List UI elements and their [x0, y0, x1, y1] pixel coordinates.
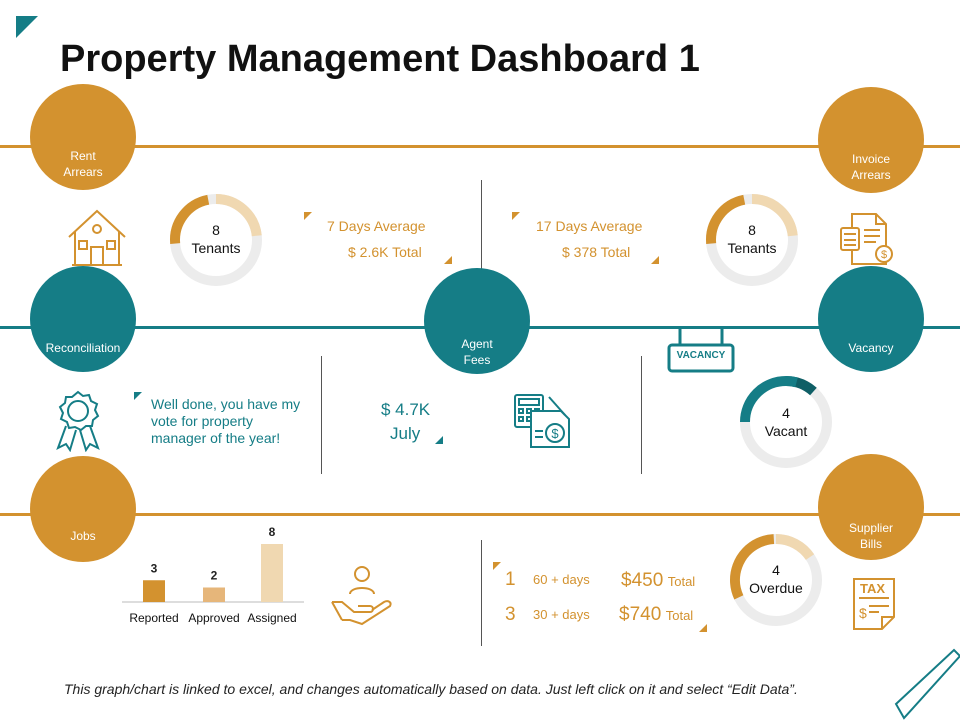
house-icon [68, 209, 126, 266]
overdue-donut [730, 534, 822, 626]
corner-marker [435, 436, 443, 444]
svg-text:$: $ [551, 426, 559, 441]
row1-divider [0, 145, 960, 148]
vacancy-label: Vacancy [848, 341, 894, 355]
svg-text:$: $ [859, 605, 867, 621]
vacancy-value-label: Vacant [764, 423, 808, 439]
rent-arrears-label: Rent Arrears [63, 149, 103, 179]
tenants-left-value: 8 [212, 222, 220, 238]
supplier-bills-label: Supplier Bills [848, 521, 894, 551]
agent-fees-badge: Agent Fees [424, 268, 530, 374]
tenants-donut-right [706, 194, 798, 286]
corner-diamond-decoration [894, 648, 960, 720]
hand-person-icon [331, 566, 392, 626]
bar-approved [203, 587, 225, 602]
bar-category-label: Assigned [247, 611, 296, 625]
bar-value-label: 2 [211, 569, 218, 583]
vacancy-sign-text: VACANCY [676, 350, 726, 361]
overdue-label: Overdue [749, 580, 803, 596]
supplier-bills-badge: Supplier Bills [818, 454, 924, 560]
bill-total-30: $740 Total [619, 604, 693, 626]
tenants-left-text: 8 Tenants [176, 221, 256, 257]
left-average-days: 7 Days Average [327, 218, 426, 234]
bar-value-label: 3 [151, 561, 158, 575]
fee-month: July [390, 424, 421, 443]
corner-marker [699, 624, 707, 632]
invoice-arrears-badge: Invoice Arrears [818, 87, 924, 193]
svg-text:$: $ [881, 249, 887, 261]
invoice-arrears-label: Invoice Arrears [851, 152, 891, 182]
left-total-amount: $ 2.6K Total [348, 244, 422, 260]
donut-main-segment [740, 376, 832, 468]
bill-total-label-30: Total [665, 608, 694, 623]
jobs-bar-chart: 3 Reported 2 Approved 8 Assigned [122, 525, 304, 625]
vacancy-badge: Vacancy [818, 266, 924, 372]
bar-category-label: Approved [188, 611, 239, 625]
vacancy-sign-icon [667, 327, 735, 373]
jobs-badge: Jobs [30, 456, 136, 562]
agent-fees-label: Agent Fees [461, 337, 493, 367]
bill-count-30: 3 [505, 604, 516, 625]
bill-amount-60: $450 [621, 570, 664, 591]
corner-marker [304, 212, 312, 220]
bar-category-label: Reported [129, 611, 178, 625]
bill-days-60: 60 + days [533, 572, 590, 587]
donut-accent-segment [706, 194, 798, 286]
reconciliation-quote: Well done, you have my vote for property… [151, 396, 301, 446]
donut-main-segment [170, 194, 262, 286]
donut-main-segment [706, 194, 798, 286]
donut-main-segment [730, 534, 822, 626]
bill-amount-30: $740 [619, 604, 662, 625]
row3-separator [481, 540, 482, 646]
calculator-document-icon: $ [514, 394, 570, 448]
vacancy-value: 4 [782, 405, 790, 421]
footer-note: This graph/chart is linked to excel, and… [64, 681, 798, 697]
right-total-amount: $ 378 Total [562, 244, 631, 260]
award-ribbon-icon [56, 390, 100, 452]
bill-count-60: 1 [505, 569, 516, 590]
tenants-right-label: Tenants [727, 240, 777, 256]
right-average-days: 17 Days Average [536, 218, 643, 234]
corner-marker [651, 256, 659, 264]
tenants-right-text: 8 Tenants [712, 221, 792, 257]
reconciliation-label: Reconciliation [45, 341, 121, 355]
overdue-text: 4 Overdue [736, 561, 816, 597]
bill-days-30: 30 + days [533, 607, 590, 622]
rent-arrears-badge: Rent Arrears [30, 84, 136, 190]
bill-total-label-60: Total [667, 574, 696, 589]
fee-amount: $ 4.7K [381, 400, 430, 420]
vacancy-donut [740, 376, 832, 468]
overdue-value: 4 [772, 562, 780, 578]
corner-marker [134, 392, 142, 400]
bar-reported [143, 580, 165, 602]
fee-amount-value: $ 4.7K [381, 400, 431, 419]
tax-icon-text: TAX [860, 581, 886, 596]
corner-marker [444, 256, 452, 264]
jobs-label: Jobs [70, 529, 96, 543]
bar-value-label: 8 [269, 525, 276, 539]
tenants-right-value: 8 [748, 222, 756, 238]
row1-separator [481, 180, 482, 296]
tax-document-icon: $ [853, 578, 895, 630]
row2-separator-right [641, 356, 642, 474]
corner-decoration [16, 16, 38, 38]
corner-marker [493, 562, 501, 570]
row3-divider [0, 513, 960, 516]
corner-marker [512, 212, 520, 220]
tenants-donut-left [170, 194, 262, 286]
vacancy-text: 4 Vacant [746, 404, 826, 440]
donut-accent-segment [170, 194, 262, 286]
bill-total-60: $450 Total [621, 570, 695, 592]
reconciliation-badge: Reconciliation [30, 266, 136, 372]
invoice-icon: $ [840, 213, 893, 265]
tenants-left-label: Tenants [191, 240, 241, 256]
donut-accent-segment [730, 534, 822, 626]
row2-separator-left [321, 356, 322, 474]
page-title: Property Management Dashboard 1 [60, 38, 700, 80]
bar-assigned [261, 544, 283, 602]
